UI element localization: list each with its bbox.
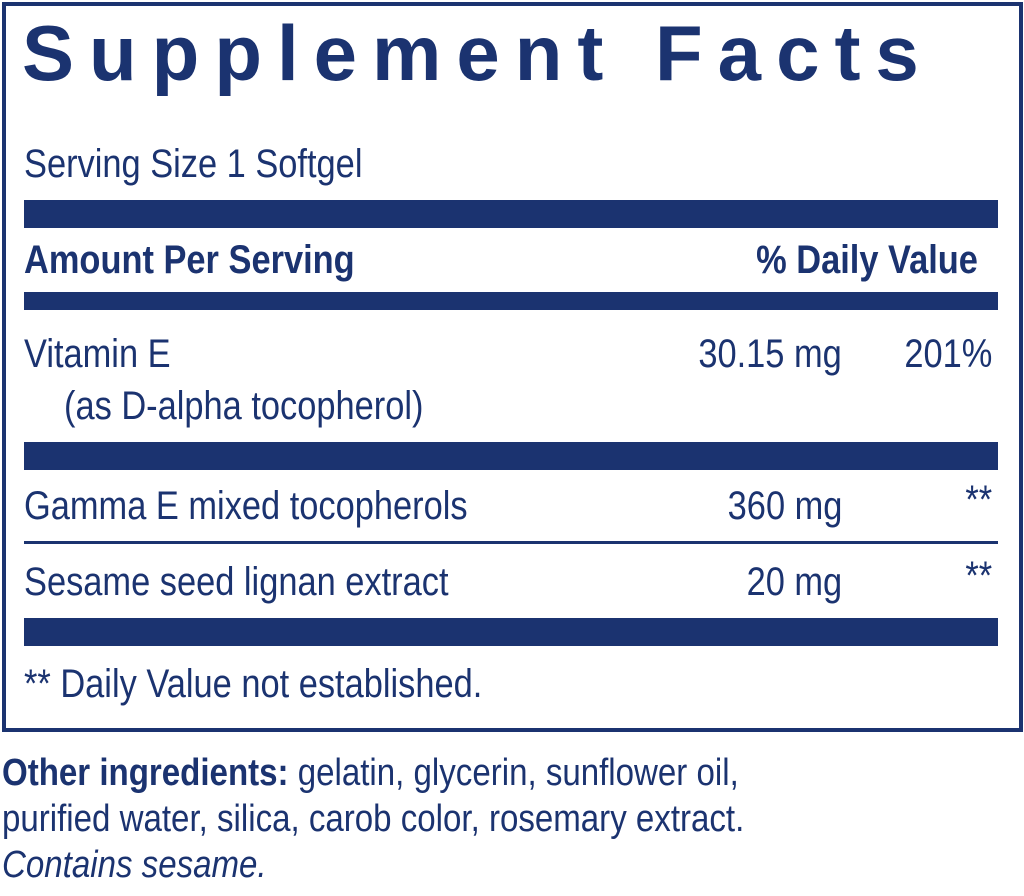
row-dv: **	[965, 478, 992, 522]
panel-title: Supplement Facts	[22, 9, 934, 97]
row-amount: 360 mg	[727, 484, 842, 528]
daily-value-header: % Daily Value	[756, 238, 978, 282]
row-name: Vitamin E	[24, 332, 171, 376]
divider-thick	[24, 618, 998, 646]
divider-thick	[24, 442, 998, 470]
row-dv: 201%	[904, 332, 992, 376]
row-name: Gamma E mixed tocopherols	[24, 484, 468, 528]
other-ingredients-label: Other ingredients:	[2, 752, 289, 794]
footnote: ** Daily Value not established.	[24, 662, 483, 706]
other-ingredients-line2: purified water, silica, carob color, ros…	[2, 798, 745, 840]
other-ingredients: Other ingredients: gelatin, glycerin, su…	[2, 750, 744, 888]
supplement-facts-panel	[2, 2, 1023, 732]
row-subname: (as D-alpha tocopherol)	[64, 384, 424, 428]
divider-medium	[24, 292, 998, 310]
other-ingredients-line1: gelatin, glycerin, sunflower oil,	[288, 752, 739, 794]
amount-per-serving-header: Amount Per Serving	[24, 238, 355, 282]
row-amount: 30.15 mg	[698, 332, 842, 376]
row-name: Sesame seed lignan extract	[24, 560, 449, 604]
serving-size: Serving Size 1 Softgel	[24, 142, 363, 186]
allergen-statement: Contains sesame.	[2, 844, 267, 886]
row-amount: 20 mg	[746, 560, 842, 604]
row-dv: **	[965, 554, 992, 598]
divider-thick	[24, 200, 998, 228]
divider-thin	[24, 541, 998, 544]
